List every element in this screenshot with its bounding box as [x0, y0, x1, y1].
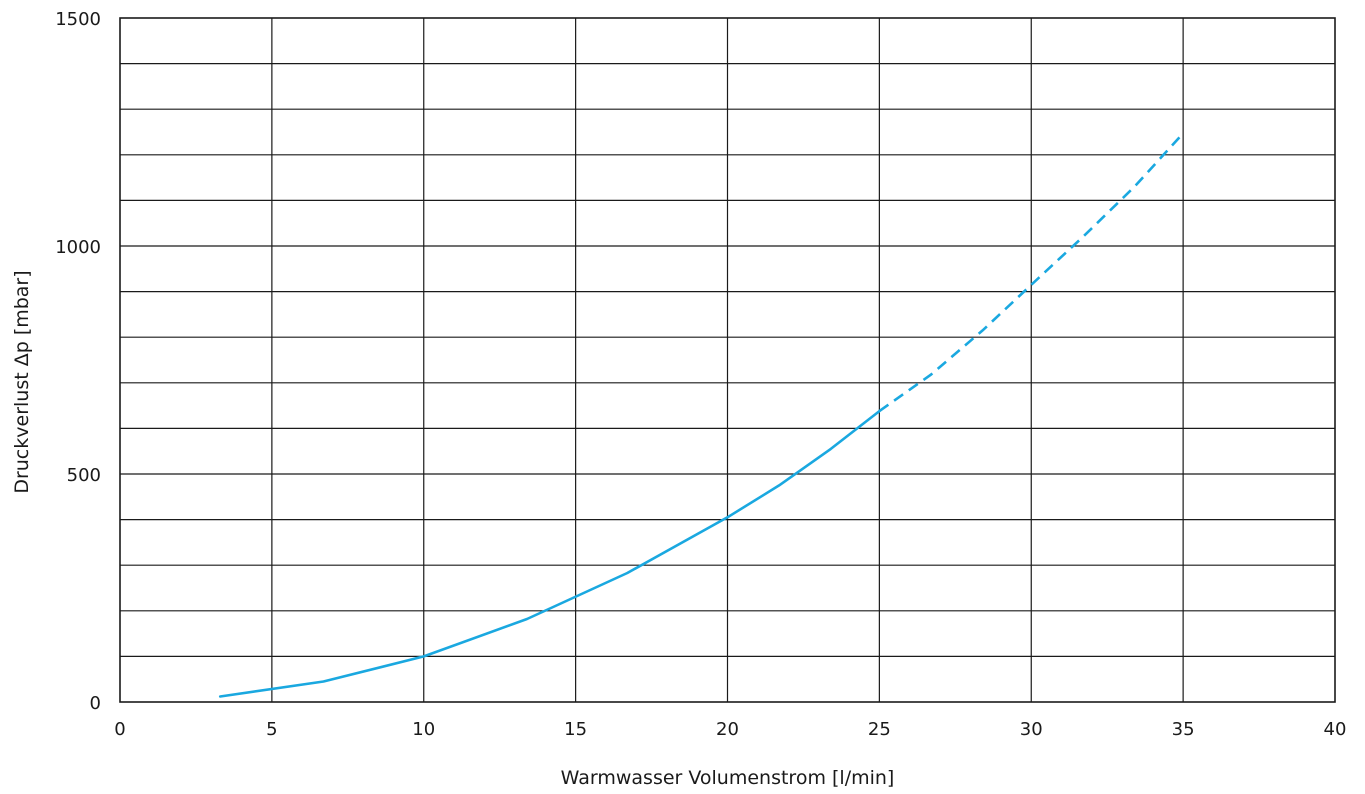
x-tick-label: 30 [1020, 719, 1043, 740]
x-tick-label: 15 [564, 719, 587, 740]
y-tick-label: 1500 [55, 9, 101, 30]
pressure-loss-curve-solid [218, 409, 881, 698]
x-tick-label: 35 [1172, 719, 1195, 740]
x-tick-label: 10 [412, 719, 435, 740]
x-tick-label: 20 [716, 719, 739, 740]
x-tick-label: 40 [1324, 719, 1347, 740]
y-tick-label: 0 [90, 693, 101, 714]
y-axis-ticks: 0 500 1000 1500 [55, 9, 101, 714]
x-axis-title: Warmwasser Volumenstrom [l/min] [561, 767, 895, 789]
y-tick-label: 1000 [55, 237, 101, 258]
pressure-loss-curve-dashed [878, 135, 1182, 413]
plot-area-frame [119, 17, 1336, 703]
x-tick-label: 5 [266, 719, 277, 740]
x-axis-ticks: 0 5 10 15 20 25 30 35 40 [114, 719, 1346, 740]
series-layer [218, 135, 1182, 698]
x-tick-label: 0 [114, 719, 125, 740]
grid [120, 18, 1335, 702]
y-tick-label: 500 [67, 465, 101, 486]
y-axis-title: Druckverlust Δp [mbar] [11, 270, 33, 493]
x-tick-label: 25 [868, 719, 891, 740]
